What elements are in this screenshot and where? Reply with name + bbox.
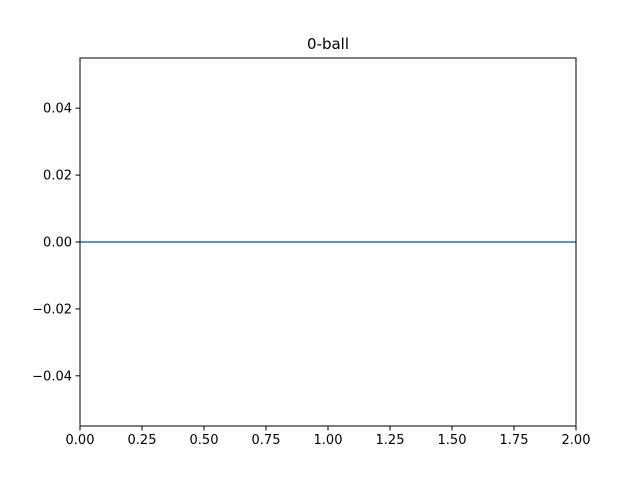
x-tick-label: 0.50 [190, 433, 219, 448]
y-axis: −0.04 −0.02 0.00 0.02 0.04 [32, 102, 80, 384]
chart-title: 0-ball [307, 35, 349, 53]
y-tick-label: 0.04 [43, 102, 72, 117]
x-axis: 0.00 0.25 0.50 0.75 1.00 1.25 1.50 1.75 2.00 [66, 426, 591, 448]
x-tick-label: 2.00 [562, 433, 591, 448]
y-tick-label: −0.02 [32, 302, 72, 317]
x-tick-label: 1.75 [500, 433, 529, 448]
x-tick-label: 0.75 [252, 433, 281, 448]
y-tick-label: 0.00 [43, 236, 72, 251]
y-tick-label: 0.02 [43, 169, 72, 184]
x-tick-label: 0.25 [128, 433, 157, 448]
x-tick-label: 1.50 [438, 433, 467, 448]
x-tick-label: 0.00 [66, 433, 95, 448]
x-tick-label: 1.25 [376, 433, 405, 448]
x-tick-label: 1.00 [314, 433, 343, 448]
plot-frame [79, 57, 577, 427]
y-tick-label: −0.04 [32, 369, 72, 384]
